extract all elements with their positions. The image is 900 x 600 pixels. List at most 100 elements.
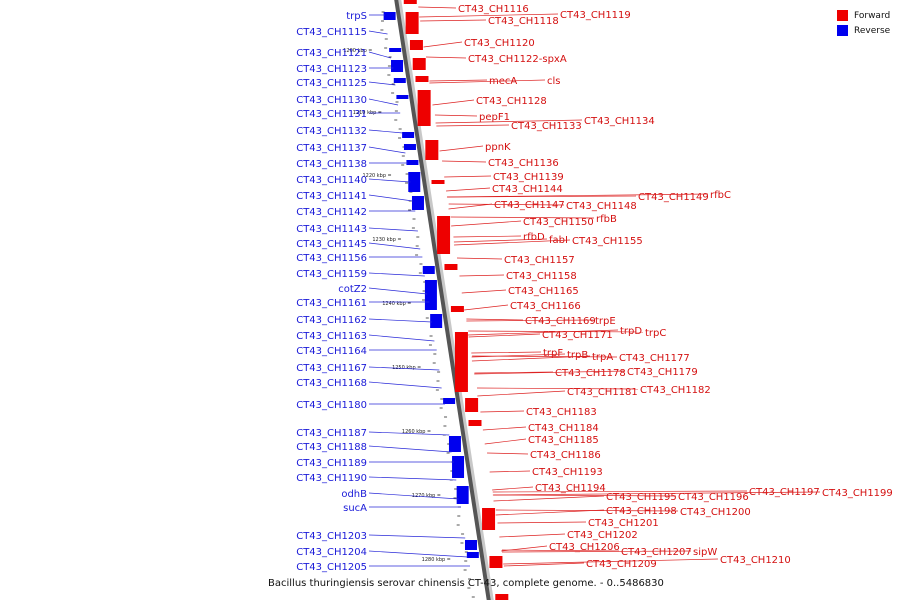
forward-gene-label[interactable]: CT43_CH1158 <box>506 271 577 282</box>
genome-axis[interactable] <box>398 0 494 600</box>
forward-gene-label[interactable]: CT43_CH1196 <box>678 492 749 503</box>
reverse-gene[interactable] <box>389 48 402 52</box>
forward-gene-label[interactable]: CT43_CH1186 <box>530 450 601 461</box>
forward-gene-label[interactable]: CT43_CH1155 <box>572 236 643 247</box>
forward-gene-label[interactable]: trpA <box>592 352 613 363</box>
forward-gene-label[interactable]: sipW <box>693 547 717 558</box>
reverse-gene-label[interactable]: CT43_CH1188 <box>296 442 367 453</box>
forward-gene-label[interactable]: trpC <box>645 328 666 339</box>
forward-gene-label[interactable]: trpD <box>620 326 642 337</box>
forward-gene-label[interactable]: CT43_CH1171 <box>542 330 613 341</box>
forward-gene-label[interactable]: CT43_CH1202 <box>567 530 638 541</box>
forward-gene-label[interactable]: ppnK <box>485 142 511 153</box>
reverse-gene-label[interactable]: CT43_CH1131 <box>296 109 367 120</box>
reverse-gene-label[interactable]: CT43_CH1164 <box>296 346 367 357</box>
reverse-gene[interactable] <box>424 280 437 310</box>
forward-gene-label[interactable]: CT43_CH1148 <box>566 201 637 212</box>
forward-gene-label[interactable]: CT43_CH1199 <box>822 488 893 499</box>
forward-gene-label[interactable]: CT43_CH1194 <box>535 483 606 494</box>
reverse-gene-label[interactable]: CT43_CH1163 <box>296 331 367 342</box>
forward-gene-label[interactable]: CT43_CH1118 <box>488 16 559 27</box>
forward-gene-label[interactable]: CT43_CH1122-spxA <box>468 54 567 65</box>
forward-gene-label[interactable]: CT43_CH1185 <box>528 435 599 446</box>
forward-gene[interactable] <box>450 306 464 312</box>
reverse-gene-label[interactable]: CT43_CH1162 <box>296 315 367 326</box>
forward-gene-label[interactable]: CT43_CH1165 <box>508 286 579 297</box>
reverse-gene-label[interactable]: CT43_CH1187 <box>296 428 367 439</box>
reverse-gene-label[interactable]: CT43_CH1156 <box>296 253 367 264</box>
forward-gene-label[interactable]: CT43_CH1177 <box>619 353 690 364</box>
forward-gene-label[interactable]: CT43_CH1179 <box>627 367 698 378</box>
forward-gene[interactable] <box>405 12 419 34</box>
reverse-gene[interactable] <box>403 144 416 150</box>
reverse-gene-label[interactable]: CT43_CH1159 <box>296 269 367 280</box>
forward-gene-label[interactable]: CT43_CH1144 <box>492 184 563 195</box>
forward-gene-label[interactable]: CT43_CH1133 <box>511 121 582 132</box>
reverse-gene[interactable] <box>422 266 435 274</box>
forward-gene[interactable] <box>495 594 509 600</box>
reverse-gene[interactable] <box>452 456 465 478</box>
reverse-gene-label[interactable]: CT43_CH1180 <box>296 400 367 411</box>
forward-gene-label[interactable]: CT43_CH1195 <box>606 492 677 503</box>
reverse-gene-label[interactable]: CT43_CH1132 <box>296 126 367 137</box>
reverse-gene[interactable] <box>408 172 421 192</box>
forward-gene[interactable] <box>403 0 417 4</box>
forward-gene-label[interactable]: CT43_CH1169 <box>525 316 596 327</box>
forward-gene[interactable] <box>417 90 431 126</box>
reverse-gene-label[interactable]: CT43_CH1137 <box>296 143 367 154</box>
reverse-gene-label[interactable]: CT43_CH1141 <box>296 191 367 202</box>
reverse-gene[interactable] <box>393 78 406 83</box>
reverse-gene-label[interactable]: CT43_CH1123 <box>296 64 367 75</box>
forward-gene[interactable] <box>454 332 468 392</box>
reverse-gene[interactable] <box>466 552 479 558</box>
reverse-gene[interactable] <box>402 132 415 138</box>
forward-gene-label[interactable]: CT43_CH1209 <box>586 559 657 570</box>
reverse-gene[interactable] <box>411 196 424 210</box>
forward-gene-label[interactable]: trpE <box>595 316 616 327</box>
reverse-gene-label[interactable]: cotZ2 <box>338 284 367 295</box>
reverse-gene-label[interactable]: CT43_CH1143 <box>296 224 367 235</box>
reverse-gene[interactable] <box>464 540 477 550</box>
forward-gene-label[interactable]: rfbB <box>596 214 617 225</box>
forward-gene-label[interactable]: CT43_CH1149 <box>638 192 709 203</box>
forward-gene[interactable] <box>412 58 426 70</box>
forward-gene-label[interactable]: CT43_CH1198 <box>606 506 677 517</box>
forward-gene-label[interactable]: CT43_CH1181 <box>567 387 638 398</box>
forward-gene-label[interactable]: CT43_CH1136 <box>488 158 559 169</box>
forward-gene-label[interactable]: trpF <box>543 348 563 359</box>
forward-gene[interactable] <box>431 180 445 184</box>
forward-gene-label[interactable]: CT43_CH1150 <box>523 217 594 228</box>
forward-gene-label[interactable]: CT43_CH1184 <box>528 423 599 434</box>
reverse-gene-label[interactable]: CT43_CH1204 <box>296 547 367 558</box>
reverse-gene-label[interactable]: trpS <box>346 11 367 22</box>
reverse-gene-label[interactable]: CT43_CH1205 <box>296 562 367 573</box>
forward-gene-label[interactable]: CT43_CH1206 <box>549 542 620 553</box>
reverse-gene-label[interactable]: CT43_CH1190 <box>296 473 367 484</box>
reverse-gene-label[interactable]: CT43_CH1168 <box>296 378 367 389</box>
reverse-gene[interactable] <box>448 436 461 452</box>
forward-gene[interactable] <box>425 140 439 160</box>
reverse-gene-label[interactable]: CT43_CH1203 <box>296 531 367 542</box>
forward-gene-label[interactable]: cls <box>547 76 561 87</box>
reverse-gene-label[interactable]: CT43_CH1161 <box>296 298 367 309</box>
reverse-gene[interactable] <box>383 12 396 20</box>
forward-gene-label[interactable]: CT43_CH1200 <box>680 507 751 518</box>
forward-gene[interactable] <box>444 264 458 270</box>
reverse-gene[interactable] <box>456 486 469 504</box>
forward-gene-label[interactable]: CT43_CH1193 <box>532 467 603 478</box>
forward-gene-label[interactable]: CT43_CH1139 <box>493 172 564 183</box>
reverse-gene[interactable] <box>443 398 456 404</box>
forward-gene-label[interactable]: CT43_CH1134 <box>584 116 655 127</box>
forward-gene-label[interactable]: rfbC <box>710 190 731 201</box>
reverse-gene-label[interactable]: CT43_CH1189 <box>296 458 367 469</box>
reverse-gene-label[interactable]: sucA <box>343 503 367 514</box>
forward-gene-label[interactable]: rfbD <box>523 232 545 243</box>
forward-gene[interactable] <box>415 76 429 82</box>
forward-gene-label[interactable]: CT43_CH1166 <box>510 301 581 312</box>
reverse-gene[interactable] <box>391 60 404 72</box>
forward-gene-label[interactable]: CT43_CH1183 <box>526 407 597 418</box>
reverse-gene-label[interactable]: CT43_CH1125 <box>296 78 367 89</box>
forward-gene-label[interactable]: CT43_CH1201 <box>588 518 659 529</box>
reverse-gene-label[interactable]: CT43_CH1167 <box>296 363 367 374</box>
